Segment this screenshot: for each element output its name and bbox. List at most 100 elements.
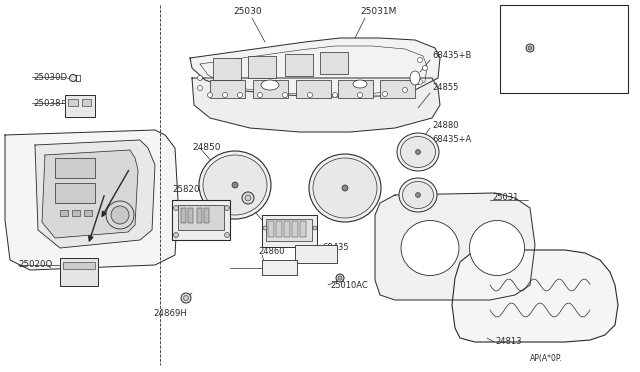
Bar: [68, 99, 78, 106]
Bar: [338, 80, 373, 98]
Polygon shape: [5, 130, 178, 270]
Bar: [60, 210, 68, 216]
Circle shape: [181, 293, 191, 303]
Circle shape: [223, 93, 227, 97]
Circle shape: [232, 182, 238, 188]
Text: 24813: 24813: [495, 337, 522, 346]
Text: 25031: 25031: [492, 192, 518, 202]
Bar: [55, 183, 95, 203]
Polygon shape: [35, 140, 155, 248]
Text: 24880: 24880: [432, 121, 458, 129]
Bar: [178, 205, 224, 230]
Circle shape: [403, 87, 408, 93]
Bar: [320, 52, 348, 74]
Bar: [292, 221, 298, 237]
Polygon shape: [192, 78, 440, 132]
Circle shape: [383, 92, 387, 96]
Text: 25010AC: 25010AC: [330, 280, 368, 289]
Bar: [82, 99, 91, 106]
Circle shape: [282, 93, 287, 97]
Circle shape: [342, 185, 348, 191]
Circle shape: [207, 93, 212, 97]
Ellipse shape: [470, 221, 525, 276]
Bar: [266, 219, 312, 241]
Bar: [63, 262, 95, 269]
Text: 25031M: 25031M: [360, 7, 396, 16]
Bar: [197, 208, 202, 223]
Circle shape: [245, 195, 251, 201]
Bar: [65, 95, 95, 117]
Text: 25050B: 25050B: [578, 70, 609, 78]
Ellipse shape: [401, 221, 459, 276]
Text: 25050G: 25050G: [578, 42, 610, 51]
Text: AP(A*0P.: AP(A*0P.: [530, 353, 563, 362]
Text: PART: PART: [70, 267, 85, 273]
Circle shape: [422, 65, 428, 71]
Polygon shape: [190, 38, 440, 97]
Bar: [295, 245, 337, 263]
Circle shape: [198, 86, 202, 90]
Bar: [268, 221, 274, 237]
Circle shape: [307, 93, 312, 97]
Polygon shape: [42, 150, 138, 238]
Text: 68435+A: 68435+A: [432, 135, 471, 144]
Text: 24869H: 24869H: [153, 308, 187, 317]
Ellipse shape: [403, 182, 433, 208]
Bar: [60, 258, 98, 286]
Bar: [284, 221, 290, 237]
Text: 24860: 24860: [258, 247, 285, 257]
Text: 25038: 25038: [33, 99, 61, 108]
Circle shape: [242, 192, 254, 204]
Text: 24850: 24850: [192, 144, 221, 153]
Ellipse shape: [399, 178, 437, 212]
Circle shape: [333, 93, 337, 97]
Circle shape: [225, 232, 230, 237]
Text: 68435: 68435: [322, 244, 349, 253]
Circle shape: [237, 93, 243, 97]
Circle shape: [358, 93, 362, 97]
Text: 25820: 25820: [172, 186, 200, 195]
Bar: [84, 210, 92, 216]
Bar: [253, 80, 288, 98]
Bar: [285, 54, 313, 76]
Circle shape: [106, 201, 134, 229]
Text: 25030D: 25030D: [33, 73, 67, 81]
Text: 24860B: 24860B: [212, 198, 244, 206]
Bar: [210, 80, 245, 98]
Circle shape: [198, 76, 202, 80]
Text: 68435+B: 68435+B: [432, 51, 472, 60]
Circle shape: [528, 46, 532, 50]
Circle shape: [415, 150, 420, 154]
Circle shape: [173, 205, 179, 211]
Text: 24855: 24855: [432, 83, 458, 93]
Circle shape: [263, 226, 267, 230]
Circle shape: [526, 44, 534, 52]
Bar: [248, 56, 276, 78]
Circle shape: [225, 205, 230, 211]
Text: 25030: 25030: [234, 7, 262, 16]
Ellipse shape: [353, 80, 367, 88]
Bar: [188, 208, 193, 223]
Ellipse shape: [313, 158, 377, 218]
Bar: [172, 200, 230, 240]
Circle shape: [417, 80, 422, 84]
Bar: [181, 208, 186, 223]
Text: (MT): (MT): [502, 10, 522, 19]
Polygon shape: [452, 250, 618, 342]
Bar: [55, 158, 95, 178]
Bar: [296, 80, 331, 98]
Bar: [500, 5, 628, 93]
Bar: [72, 210, 80, 216]
Ellipse shape: [401, 137, 435, 167]
Circle shape: [415, 192, 420, 198]
Polygon shape: [375, 193, 535, 300]
Bar: [380, 80, 415, 98]
Ellipse shape: [199, 151, 271, 219]
Circle shape: [338, 276, 342, 280]
Bar: [262, 215, 317, 247]
Circle shape: [111, 206, 129, 224]
Bar: [204, 208, 209, 223]
Ellipse shape: [397, 133, 439, 171]
Circle shape: [336, 274, 344, 282]
Circle shape: [313, 226, 317, 230]
